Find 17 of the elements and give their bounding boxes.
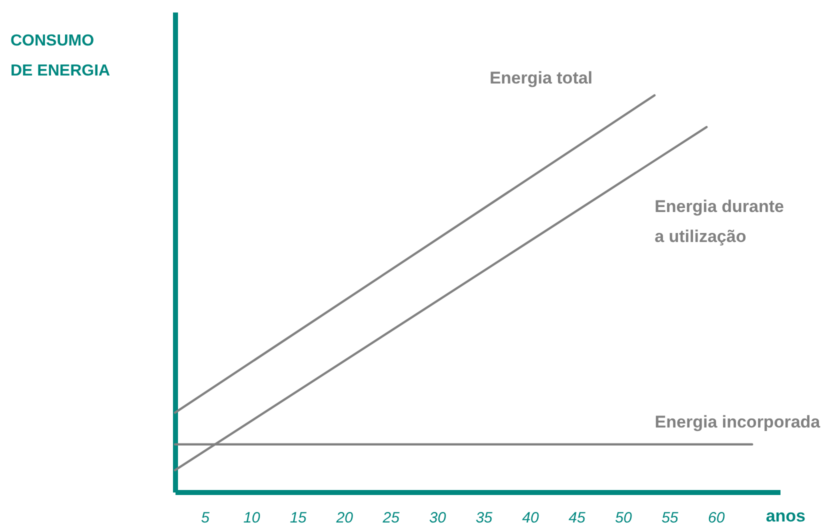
x-tick-label: 15	[290, 510, 308, 526]
y-axis-title: CONSUMO DE ENERGIA	[10, 32, 111, 80]
x-tick-label: 5	[201, 510, 210, 526]
series-label: Energia incorporada	[654, 412, 821, 432]
x-tick-label: 30	[429, 510, 447, 526]
x-tick-label: 45	[568, 510, 586, 526]
x-tick-label: 40	[522, 510, 540, 526]
x-tick-label: 50	[615, 510, 632, 526]
x-tick-label: 55	[662, 510, 679, 526]
x-tick-label: 10	[243, 510, 261, 526]
x-axis-title: anos	[766, 506, 806, 526]
x-tick-label: 20	[335, 510, 354, 526]
series-label: Energia durante a utilização	[654, 197, 784, 246]
x-tick-label: 25	[382, 510, 400, 526]
x-tick-label: 60	[708, 510, 726, 526]
text: Energia total	[490, 68, 593, 88]
x-tick-label: 35	[476, 510, 494, 526]
